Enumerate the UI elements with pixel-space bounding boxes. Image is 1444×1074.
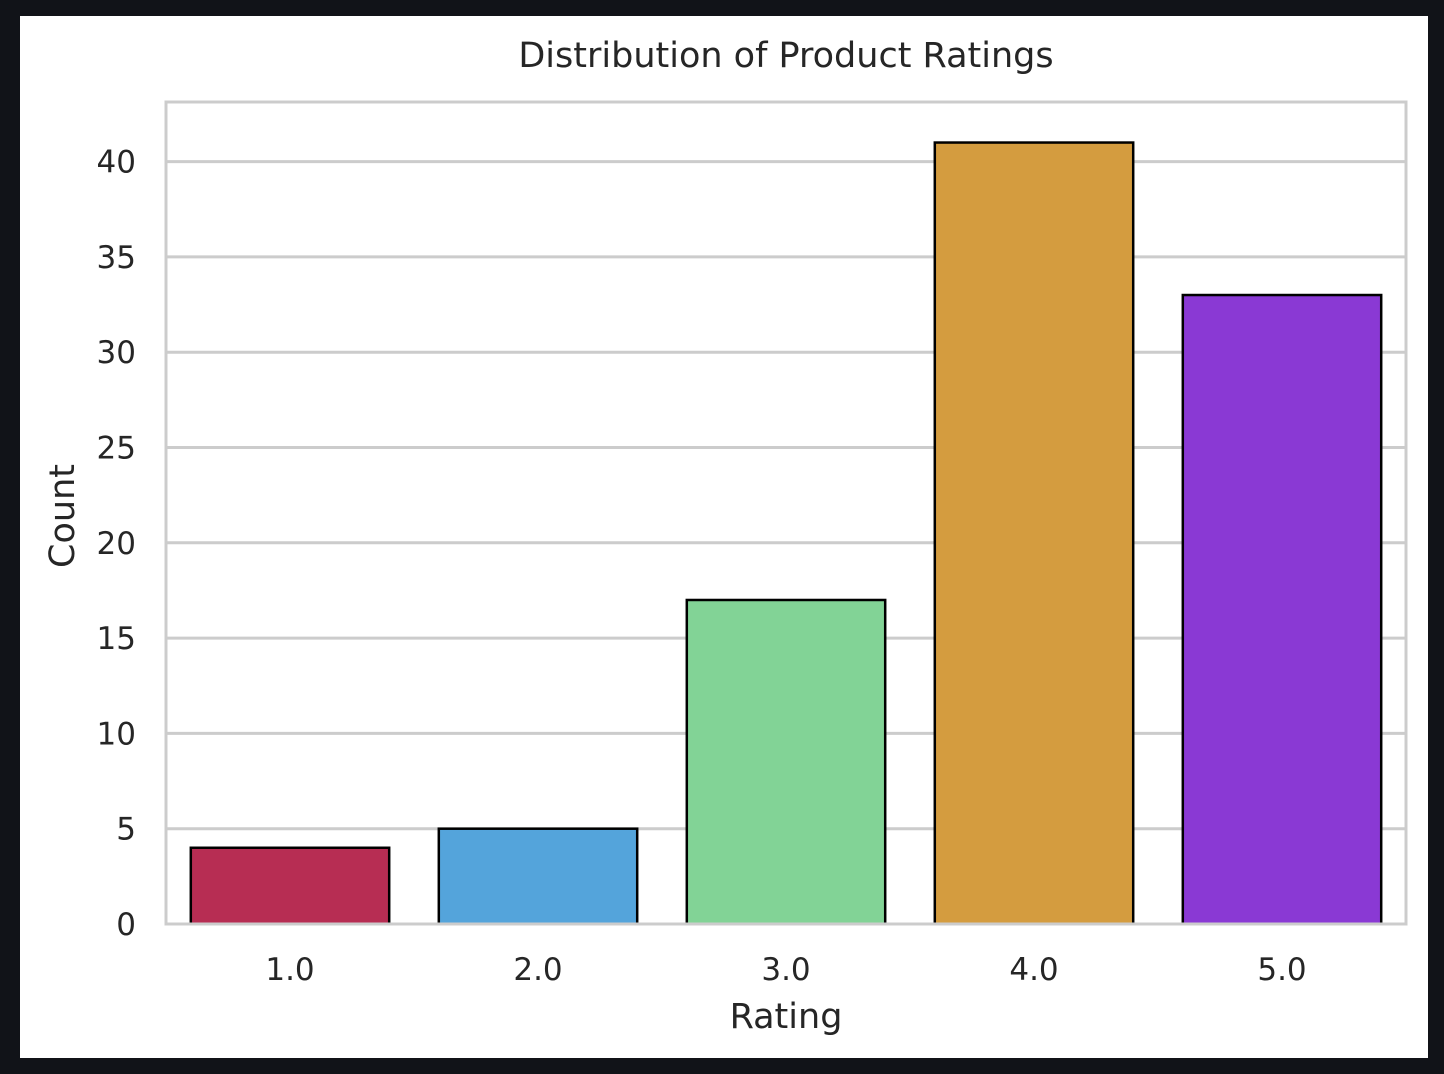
y-tick-label: 35 xyxy=(97,240,136,276)
y-axis-label: Count xyxy=(43,464,83,568)
bars xyxy=(189,141,1383,926)
y-tick-label: 10 xyxy=(97,716,136,752)
x-tick-labels: 1.0 2.0 3.0 4.0 5.0 xyxy=(265,952,1306,988)
bar-chart: 0 5 10 15 20 25 30 35 40 1.0 2.0 3.0 4.0 5.0 Distrib… xyxy=(43,36,1408,1037)
bar-1-0 xyxy=(189,846,391,926)
bar-4-0 xyxy=(933,141,1135,926)
y-tick-label: 25 xyxy=(97,431,136,467)
x-axis-label: Rating xyxy=(730,997,843,1037)
chart-title: Distribution of Product Ratings xyxy=(518,36,1053,76)
x-tick-label: 2.0 xyxy=(513,952,562,988)
x-tick-label: 5.0 xyxy=(1257,952,1306,988)
y-tick-label: 40 xyxy=(97,145,136,181)
chart-canvas: 0 5 10 15 20 25 30 35 40 1.0 2.0 3.0 4.0 5.0 Distrib… xyxy=(20,16,1428,1058)
y-tick-label: 5 xyxy=(116,812,136,848)
bar-5-0 xyxy=(1181,293,1383,926)
bar-2-0 xyxy=(437,827,639,926)
y-tick-label: 30 xyxy=(97,335,136,371)
x-tick-label: 3.0 xyxy=(761,952,810,988)
y-tick-label: 0 xyxy=(116,907,136,943)
y-tick-label: 15 xyxy=(97,621,136,657)
x-tick-label: 4.0 xyxy=(1009,952,1058,988)
y-tick-label: 20 xyxy=(97,526,136,562)
plot-frame xyxy=(164,100,1408,926)
bar-3-0 xyxy=(685,598,887,926)
x-tick-label: 1.0 xyxy=(265,952,314,988)
y-tick-labels: 0 5 10 15 20 25 30 35 40 xyxy=(97,145,136,943)
